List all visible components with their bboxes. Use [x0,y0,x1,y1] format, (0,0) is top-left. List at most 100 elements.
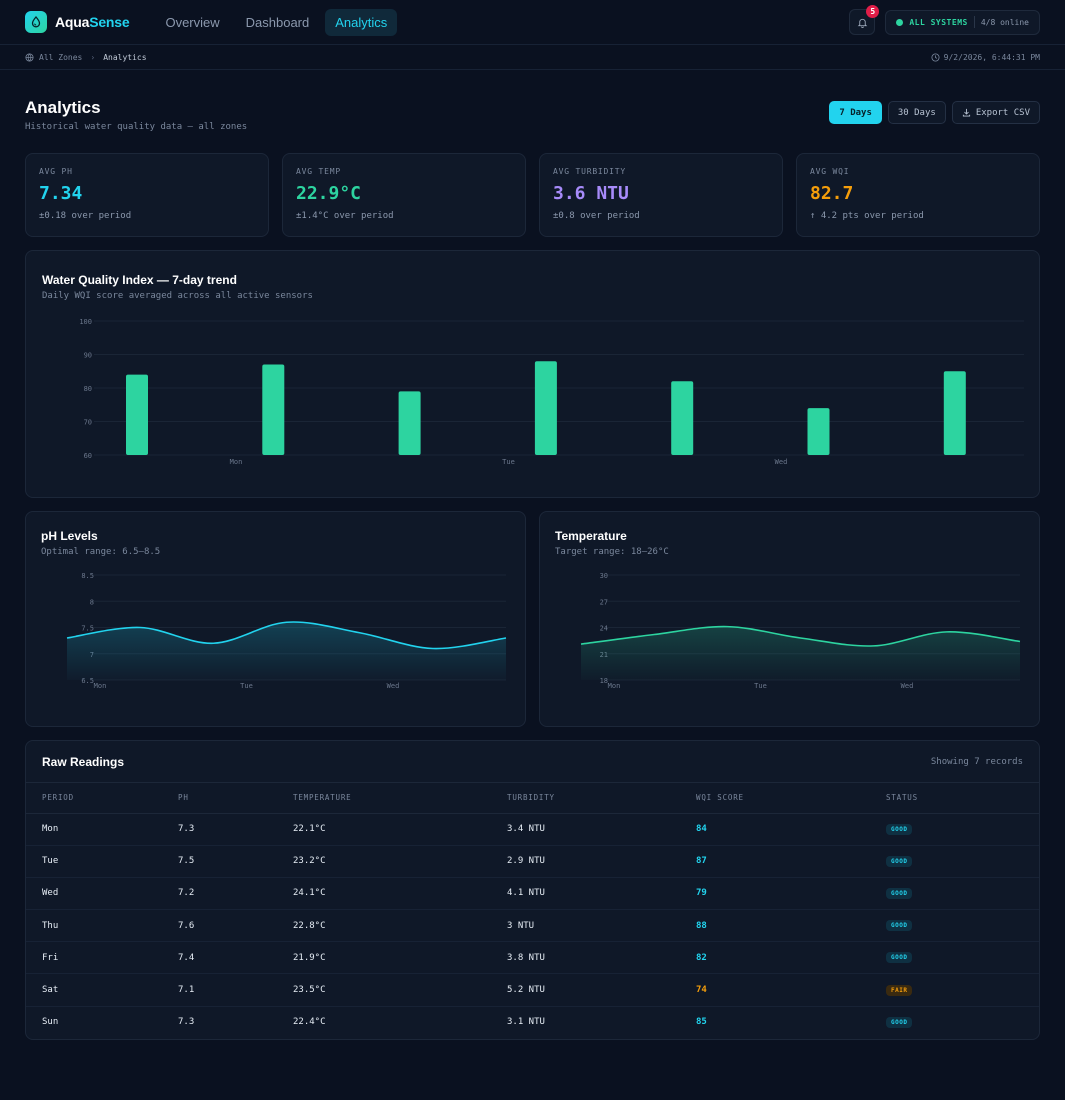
ph-chart-panel: pH Levels Optimal range: 6.5–8.5 6.577.5… [25,511,526,727]
turbidity-cell: 3.4 NTU [507,813,696,846]
clock-icon [931,52,940,62]
range-7-days-button[interactable]: 7 Days [829,101,882,124]
x-tick-label: Mon [608,682,621,690]
breadcrumb-current: Analytics [103,52,147,62]
status-dot [896,18,904,26]
range-30-days-button[interactable]: 30 Days [887,101,946,124]
column-header[interactable]: WQI SCORE [696,783,886,814]
wqi-score-cell: 74 [696,973,886,1007]
x-tick-label: Wed [901,682,914,690]
table-row[interactable]: Wed 7.2 24.1°C 4.1 NTU 79 GOOD [26,877,1039,911]
y-tick-label: 30 [600,572,608,580]
export-csv-button[interactable]: Export CSV [951,101,1040,124]
table-row[interactable]: Tue 7.5 23.2°C 2.9 NTU 87 GOOD [26,845,1039,878]
turbidity-cell: 3 NTU [507,909,696,943]
notifications-button[interactable]: 5 [849,5,880,35]
wqi-score-cell: 79 [696,877,886,911]
status-cell: GOOD [886,813,1039,846]
table-row[interactable]: Thu 7.6 22.8°C 3 NTU 88 GOOD [26,909,1039,943]
y-tick-label: 8.5 [81,572,94,580]
temperature-cell: 23.5°C [293,973,507,1007]
y-tick-label: 24 [600,625,608,633]
timestamp-text: 9/2/2026, 6:44:31 PM [943,52,1040,62]
temperature-line-chart: 1821242730MonTueWed [580,572,1021,690]
y-tick-label: 6.5 [81,677,94,685]
column-header[interactable]: PERIOD [26,783,178,814]
bar [807,408,830,455]
chevron-right-icon: › [90,52,96,62]
globe-icon [25,52,34,62]
column-header[interactable]: TURBIDITY [507,783,696,814]
column-header[interactable]: TEMPERATURE [293,783,507,814]
area-fill [581,626,1020,680]
system-status-label: ALL SYSTEMS [909,17,968,27]
bar [671,381,694,455]
table-title: Raw Readings [42,754,125,769]
download-icon [962,108,970,117]
chart-title: Water Quality Index — 7-day trend [42,273,237,287]
stat-cards: AVG PH 7.34 ±0.18 over period AVG TEMP 2… [0,153,1065,237]
status-badge: GOOD [886,920,913,932]
table-row[interactable]: Sun 7.3 22.4°C 3.1 NTU 85 GOOD [26,1006,1039,1038]
status-cell: FAIR [886,973,1039,1007]
stat-delta: ↑ 4.2 pts over period [810,211,924,221]
page-title: Analytics [25,98,101,117]
wqi-chart-panel: Water Quality Index — 7-day trend Daily … [25,250,1040,498]
y-tick-label: 7.5 [81,625,94,633]
status-badge: GOOD [886,823,913,835]
ph-cell: 7.4 [178,941,293,975]
x-tick-label: Mon [94,682,107,690]
y-tick-label: 60 [84,452,92,460]
stat-value: 7.34 [39,183,83,204]
brand[interactable]: AquaSense [25,11,130,33]
tab-analytics[interactable]: Analytics [325,8,398,36]
breadcrumb-root[interactable]: All Zones [25,53,82,62]
stat-card-turbidity: AVG TURBIDITY 3.6 NTU ±0.8 over period [539,153,783,237]
page-header: Analytics Historical water quality data … [0,98,1065,132]
stat-value: 22.9°C [296,183,362,204]
system-status[interactable]: ALL SYSTEMS 4/8 online [885,9,1040,35]
table-header-row: PERIOD PH TEMPERATURE TURBIDITY WQI SCOR… [26,783,1039,814]
temperature-cell: 24.1°C [293,877,507,911]
sensors-online-count: 4/8 online [980,17,1029,27]
stat-value: 82.7 [810,183,854,204]
turbidity-cell: 2.9 NTU [507,845,696,878]
readings-table: PERIOD PH TEMPERATURE TURBIDITY WQI SCOR… [26,783,1039,1038]
breadcrumb: All Zones › Analytics 9/2/2026, 6:44:31 … [0,45,1065,70]
y-tick-label: 18 [600,677,608,685]
bar [126,374,148,455]
timestamp: 9/2/2026, 6:44:31 PM [931,53,1040,62]
status-badge: GOOD [886,887,913,899]
column-header[interactable]: STATUS [886,783,1039,814]
status-cell: GOOD [886,909,1039,943]
turbidity-cell: 4.1 NTU [507,877,696,911]
main-nav: Overview Dashboard Analytics [155,8,398,36]
wqi-score-cell: 85 [696,1017,707,1028]
column-header[interactable]: PH [178,783,293,814]
bar [534,361,557,455]
stat-value: 3.6 NTU [553,183,629,204]
period-cell: Tue [26,845,178,878]
status-badge: GOOD [886,1016,913,1028]
stat-delta: ±1.4°C over period [296,211,394,221]
table-row[interactable]: Mon 7.3 22.1°C 3.4 NTU 84 GOOD [26,813,1039,846]
y-tick-label: 8 [90,598,94,606]
app-name: AquaSense [55,14,130,30]
page-subtitle: Historical water quality data — all zone… [25,122,248,132]
table-row[interactable]: Sat 7.1 23.5°C 5.2 NTU 74 FAIR [26,973,1039,1007]
temperature-cell: 23.2°C [293,845,507,878]
status-cell: GOOD [886,941,1039,975]
period-cell: Thu [26,909,178,943]
status-cell: GOOD [886,1006,1039,1038]
tab-overview[interactable]: Overview [165,14,220,30]
chart-title: Temperature [555,529,627,543]
table-row[interactable]: Fri 7.4 21.9°C 3.8 NTU 82 GOOD [26,941,1039,975]
wqi-score-cell: 84 [696,813,886,846]
status-badge: GOOD [886,855,913,867]
area-fill [67,622,506,680]
tab-dashboard[interactable]: Dashboard [245,14,310,30]
period-cell: Sat [26,973,178,1007]
ph-cell: 7.3 [178,813,293,846]
chart-subtitle: Target range: 18–26°C [555,547,669,557]
